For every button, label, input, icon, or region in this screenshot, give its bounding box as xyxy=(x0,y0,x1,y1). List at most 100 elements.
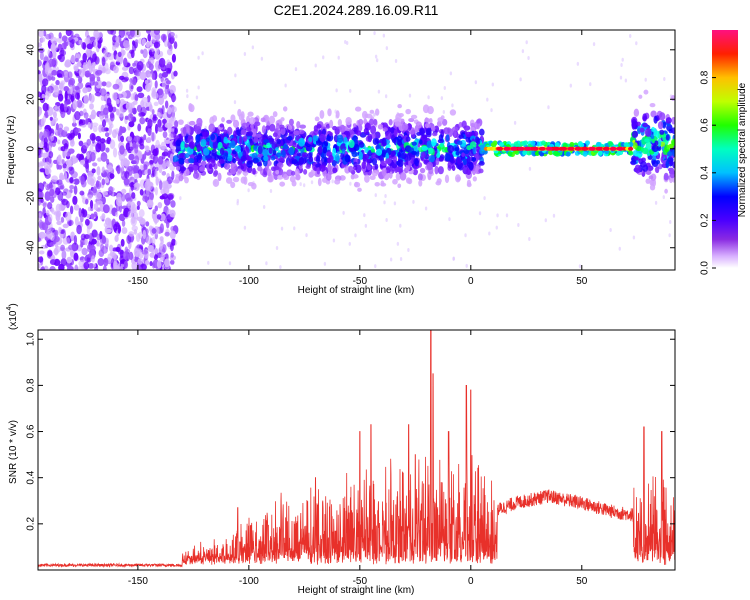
snr-y-label: SNR (10 * v/v) xyxy=(8,420,19,484)
spectrogram-cell xyxy=(505,213,509,218)
spectrogram-cell xyxy=(52,111,57,119)
spectrogram-cell xyxy=(384,94,388,99)
spectrogram-cell xyxy=(102,191,109,196)
spectrogram-cell xyxy=(373,118,378,126)
x-tick-label: 0 xyxy=(468,576,474,587)
spectrogram-cell xyxy=(57,164,63,170)
y-tick-label: 0.8 xyxy=(26,378,37,392)
spectrogram-cell xyxy=(282,144,289,150)
colorbar-tick-label: 0.6 xyxy=(700,118,711,132)
spectrogram-cell xyxy=(138,231,143,240)
spectrogram-cell xyxy=(154,186,158,196)
spectrogram-cell xyxy=(315,154,321,164)
spectrogram-cell xyxy=(517,146,525,151)
spectrogram-cell xyxy=(65,30,72,37)
spectrogram-cell xyxy=(421,151,426,159)
spectrogram-cell xyxy=(131,216,136,224)
spectrogram-cell xyxy=(115,246,121,253)
spectrogram-cell xyxy=(92,162,98,167)
spectrogram-cell xyxy=(281,149,286,158)
y-tick-label: 40 xyxy=(26,44,37,56)
spectrogram-cell xyxy=(405,108,412,115)
spectrogram-cell xyxy=(319,133,326,142)
spectrogram-cell xyxy=(657,138,662,147)
spectrogram-cell xyxy=(421,145,429,151)
spectrogram-cell xyxy=(385,143,391,149)
spectrogram-cell xyxy=(319,164,326,172)
spectrogram-cell xyxy=(444,153,451,162)
spectrogram-cell xyxy=(73,252,79,262)
colorbar-label: Normalized spectral amplitude xyxy=(737,82,748,217)
spectrogram-cell xyxy=(55,123,59,131)
spectrogram-cell xyxy=(92,81,99,86)
spectrogram-cell xyxy=(567,146,575,151)
spectrogram-cell xyxy=(305,164,311,169)
spectrogram-cell xyxy=(180,164,185,174)
spectrogram-cell xyxy=(38,262,41,269)
spectrogram-cell xyxy=(159,180,163,190)
spectrogram-cell xyxy=(91,238,97,245)
y-tick-label: -20 xyxy=(26,191,37,206)
spectrogram-cell xyxy=(71,122,77,127)
spectrogram-cell xyxy=(39,161,46,167)
spectrogram-cell xyxy=(47,91,51,97)
spectrogram-cell xyxy=(275,152,282,158)
spectrogram-cell xyxy=(96,166,101,176)
spectrogram-cell xyxy=(172,155,179,164)
spectrogram-cell xyxy=(552,213,556,218)
spectrogram-cell xyxy=(137,92,145,99)
spectrogram-cell xyxy=(151,131,155,142)
spectrogram-cell xyxy=(653,115,658,124)
spectrogram-cell xyxy=(108,125,113,135)
spectrogram-cell xyxy=(161,71,169,78)
spectrogram-cell xyxy=(112,147,118,158)
colorbar-tick-label: 0.2 xyxy=(700,213,711,227)
spectrogram-cell xyxy=(522,150,528,156)
spectrogram-cell xyxy=(478,161,485,166)
y-tick-label: -40 xyxy=(26,240,37,255)
spectrogram-cell xyxy=(128,153,135,161)
spectrogram-cell xyxy=(401,123,409,131)
spectrogram-cell xyxy=(294,67,298,72)
spectrogram-cell xyxy=(645,169,652,175)
spectrogram-cell xyxy=(371,169,379,177)
spectrogram-cell xyxy=(91,229,98,238)
spectrogram-frame xyxy=(37,29,676,271)
spectrogram-cell xyxy=(151,249,156,254)
spectrogram-cell xyxy=(240,155,247,162)
spectrogram-cell xyxy=(54,85,60,96)
spectrogram-cell xyxy=(128,121,135,128)
snr-series-line xyxy=(38,330,675,569)
spectrogram-cell xyxy=(94,91,102,97)
spectrogram-cell xyxy=(230,181,236,189)
spectrogram-cell xyxy=(95,180,102,190)
spectrogram-cell xyxy=(279,265,282,270)
spectrogram-cell xyxy=(266,142,271,149)
spectrogram-cell xyxy=(385,218,388,223)
spectrogram-cell xyxy=(165,63,171,70)
spectrogram-cell xyxy=(270,166,276,172)
spectrogram-cell xyxy=(228,261,232,266)
spectrogram-cell xyxy=(142,229,147,240)
spectrogram-cell xyxy=(126,210,134,218)
spectrogram-cell xyxy=(449,71,453,76)
spectrogram-cell xyxy=(45,61,50,69)
spectrogram-cell xyxy=(195,134,201,143)
spectrogram-cell xyxy=(81,247,88,256)
spectrogram-cell xyxy=(424,122,430,129)
spectrogram-cell xyxy=(86,226,90,235)
spectrogram-cell xyxy=(121,188,127,194)
spectrogram-cell xyxy=(272,132,278,138)
spectrogram-cell xyxy=(426,161,434,171)
spectrogram-cell xyxy=(134,155,140,165)
spectrogram-cell xyxy=(139,188,144,196)
spectrogram-cell xyxy=(44,191,51,202)
spectrogram-cell xyxy=(369,175,376,180)
spectrogram-cell xyxy=(279,156,284,162)
spectrogram-cell xyxy=(116,196,123,207)
spectrogram-cell xyxy=(164,100,169,109)
spectrogram-cell xyxy=(243,225,247,230)
spectrogram-cell xyxy=(194,126,202,135)
spectrogram-cell xyxy=(178,174,184,182)
x-tick-label: 50 xyxy=(576,576,588,587)
